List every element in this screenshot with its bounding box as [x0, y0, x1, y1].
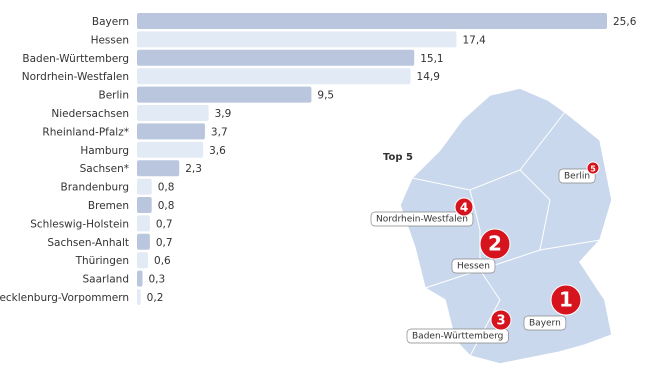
bar	[137, 105, 209, 121]
map-label: Bayern	[529, 319, 561, 329]
bar	[137, 197, 152, 213]
map-label: Hessen	[457, 262, 490, 272]
value-label: 0,7	[156, 237, 173, 249]
rank-marker	[490, 309, 512, 331]
value-label: 0,7	[156, 218, 173, 230]
state-border	[424, 239, 601, 289]
rank-number: 2	[488, 232, 502, 256]
bar	[137, 215, 150, 232]
value-label: 3,6	[209, 145, 226, 157]
category-label: Bremen	[88, 200, 129, 212]
bar	[137, 68, 411, 85]
bar	[137, 141, 204, 158]
bar	[137, 49, 415, 66]
bar	[137, 123, 205, 140]
category-label: Berlin	[99, 90, 129, 102]
category-label: Thüringen	[75, 255, 129, 267]
map-label: Baden-Württemberg	[412, 332, 503, 342]
map-title: Top 5	[383, 152, 413, 163]
value-label: 9,5	[317, 90, 334, 102]
rank-marker	[479, 228, 511, 260]
category-label: Mecklenburg-Vorpommern	[0, 292, 129, 304]
map-label-box	[451, 258, 496, 274]
map-label: Berlin	[564, 172, 590, 182]
state-border	[469, 189, 481, 270]
category-label: Brandenburg	[60, 182, 129, 194]
category-label: Niedersachsen	[51, 108, 129, 120]
map-label: Nordrhein-Westfalen	[376, 215, 468, 225]
value-label: 3,9	[215, 108, 232, 120]
category-label: Saarland	[82, 274, 129, 286]
rank-marker	[550, 284, 582, 316]
rank-number: 4	[460, 201, 468, 215]
category-label: Hessen	[91, 34, 129, 46]
value-label: 0,8	[158, 182, 175, 194]
value-label: 0,2	[147, 292, 164, 304]
category-label: Rheinland-Pfalz*	[42, 126, 129, 138]
value-label: 2,3	[185, 163, 202, 175]
state-border	[519, 169, 551, 251]
category-label: Nordrhein-Westfalen	[22, 71, 129, 83]
value-label: 14,9	[417, 71, 440, 83]
map-label-box	[406, 328, 509, 344]
category-label: Baden-Württemberg	[22, 53, 129, 65]
value-label: 25,6	[613, 16, 637, 28]
bar	[137, 270, 143, 287]
value-label: 15,1	[420, 53, 443, 65]
map-label-box	[523, 315, 567, 331]
map-label-box	[558, 168, 596, 184]
value-label: 0,8	[158, 200, 175, 212]
bar	[137, 252, 149, 269]
rank-marker	[454, 197, 474, 217]
value-label: 0,6	[154, 255, 171, 267]
value-label: 17,4	[462, 34, 486, 46]
bar	[137, 13, 607, 29]
bar	[137, 31, 457, 48]
bar	[137, 178, 152, 195]
bar	[137, 289, 141, 305]
rank-number: 1	[559, 288, 573, 312]
bar	[137, 160, 180, 177]
map-label-box	[370, 211, 474, 227]
rank-number: 5	[590, 165, 596, 174]
category-label: Bayern	[92, 16, 129, 28]
state-border	[411, 111, 566, 191]
bar	[137, 86, 312, 103]
category-label: Schleswig-Holstein	[30, 218, 129, 230]
category-label: Sachsen*	[80, 163, 129, 175]
rank-number: 3	[496, 314, 505, 329]
category-label: Hamburg	[80, 145, 129, 157]
bar	[137, 233, 150, 250]
value-label: 0,3	[149, 274, 166, 286]
value-label: 3,7	[211, 126, 228, 138]
rank-marker	[586, 161, 600, 175]
category-label: Sachsen-Anhalt	[47, 237, 129, 249]
